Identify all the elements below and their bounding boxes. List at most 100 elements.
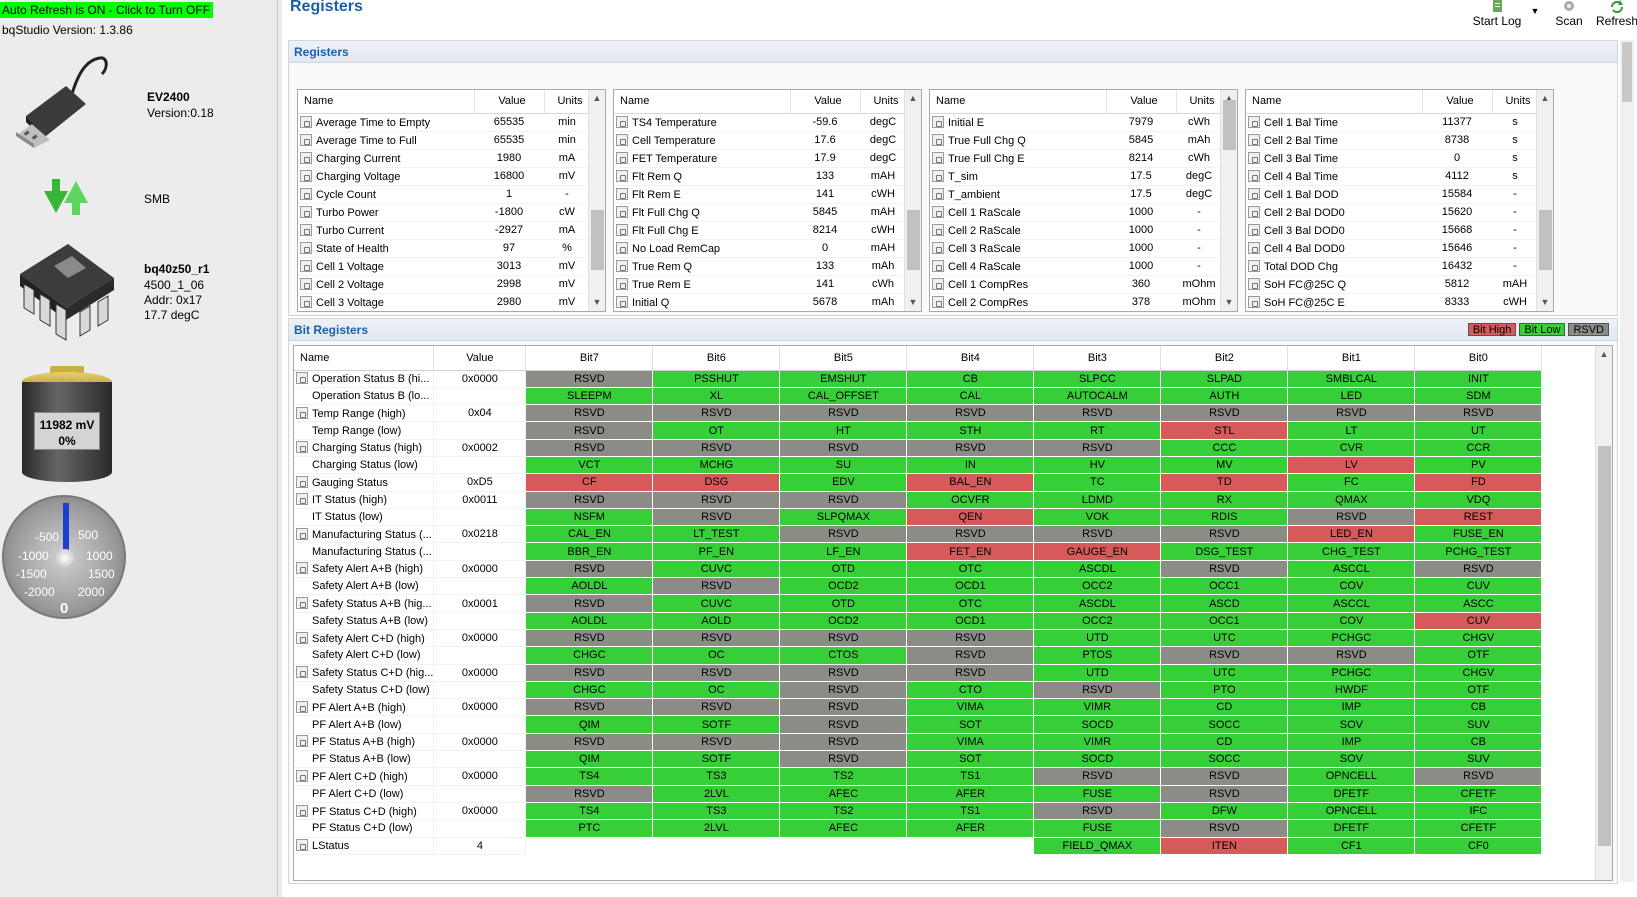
- lock-icon[interactable]: [1248, 295, 1260, 308]
- bit-cell[interactable]: DFW: [1160, 802, 1289, 821]
- bit-cell[interactable]: RSVD: [906, 525, 1035, 544]
- bit-cell[interactable]: RSVD: [1287, 646, 1416, 665]
- register-grid-scrollbar-thumb[interactable]: [907, 210, 920, 270]
- register-grid-scrollbar[interactable]: ▲ ▼: [1536, 90, 1553, 311]
- bit-cell[interactable]: IN: [906, 456, 1035, 475]
- lock-icon[interactable]: [932, 241, 944, 254]
- bit-cell[interactable]: XL: [652, 387, 781, 406]
- table-row[interactable]: IT Status (low) NSFM RSVD SLPQMAX QEN VOK RDIS…: [294, 508, 1543, 527]
- bit-cell[interactable]: DSG_TEST: [1160, 542, 1289, 561]
- bit-cell[interactable]: RSVD: [1033, 404, 1162, 423]
- bit-cell[interactable]: SMBLCAL: [1287, 370, 1416, 388]
- lock-icon[interactable]: [1248, 277, 1260, 290]
- table-row[interactable]: Total DOD Chg 16432-: [1246, 257, 1538, 276]
- bit-cell[interactable]: AFEC: [779, 785, 908, 803]
- bit-cell[interactable]: VIMA: [906, 698, 1035, 717]
- bit-cell[interactable]: OCD2: [779, 577, 908, 596]
- bit-cell[interactable]: RSVD: [906, 404, 1035, 423]
- register-grid-scrollbar-thumb[interactable]: [1539, 210, 1552, 270]
- bit-cell[interactable]: SLPAD: [1160, 370, 1289, 388]
- bit-cell[interactable]: RSVD: [652, 733, 781, 752]
- register-grid[interactable]: Name Value Units Cell 1 Bal Time 11377 s Cell …: [1245, 89, 1554, 312]
- table-row[interactable]: PF Status C+D (low) PTC 2LVL AFEC AFER FUSE RS…: [294, 819, 1543, 838]
- table-row[interactable]: Cell 2 Bal Time 8738 s: [1246, 131, 1538, 150]
- lock-icon[interactable]: [1248, 205, 1260, 218]
- bit-cell[interactable]: OTC: [906, 594, 1035, 613]
- bit-cell[interactable]: CD: [1160, 733, 1289, 752]
- bit-cell[interactable]: CCC: [1160, 439, 1289, 457]
- bit-cell[interactable]: RSVD: [525, 370, 654, 388]
- lock-icon[interactable]: [932, 259, 944, 272]
- bit-cell[interactable]: RSVD: [652, 629, 781, 648]
- bit-cell[interactable]: RSVD: [1033, 681, 1162, 700]
- bit-cell[interactable]: FIELD_QMAX: [1033, 837, 1162, 855]
- table-row[interactable]: True Rem Q 133 mAh: [614, 257, 906, 276]
- bit-cell[interactable]: PCHG_TEST: [1414, 542, 1543, 561]
- bit-cell[interactable]: FC: [1287, 473, 1416, 492]
- bit-cell[interactable]: RSVD: [779, 629, 908, 648]
- bit-cell[interactable]: RSVD: [779, 525, 908, 544]
- lock-icon[interactable]: [300, 223, 312, 236]
- table-row[interactable]: Charging Status (high) 0x0002 RSVD RSVD RSVD…: [294, 439, 1543, 457]
- bit-registers-scrollbar-thumb[interactable]: [1598, 446, 1611, 846]
- bit-cell[interactable]: RSVD: [1160, 404, 1289, 423]
- register-grid-scrollbar[interactable]: ▲ ▼: [588, 90, 605, 311]
- bit-cell[interactable]: ASCCL: [1287, 594, 1416, 613]
- bit-cell[interactable]: RSVD: [1160, 525, 1289, 544]
- bit-cell[interactable]: SUV: [1414, 715, 1543, 734]
- bit-cell[interactable]: CB: [1414, 698, 1543, 717]
- table-row[interactable]: Temp Range (high) 0x04 RSVD RSVD RSVD RSVD RSV…: [294, 404, 1543, 423]
- bit-cell[interactable]: UTD: [1033, 629, 1162, 648]
- bit-cell[interactable]: TS3: [652, 802, 781, 821]
- bit-cell[interactable]: RSVD: [779, 750, 908, 769]
- bit-cell[interactable]: RSVD: [779, 698, 908, 717]
- bit-cell[interactable]: SUV: [1414, 750, 1543, 769]
- refresh-button[interactable]: Refresh: [1592, 0, 1637, 28]
- bit-cell[interactable]: [652, 837, 781, 855]
- lock-icon[interactable]: [300, 205, 312, 218]
- scroll-up-icon[interactable]: ▲: [1224, 93, 1234, 103]
- bit-cell[interactable]: RSVD: [525, 404, 654, 423]
- bit-cell[interactable]: [906, 837, 1035, 855]
- bit-cell[interactable]: LV: [1287, 456, 1416, 475]
- bit-cell[interactable]: RSVD: [1287, 508, 1416, 527]
- bit-cell[interactable]: EDV: [779, 473, 908, 492]
- bit-cell[interactable]: SOT: [906, 750, 1035, 769]
- bit-cell[interactable]: QMAX: [1287, 491, 1416, 509]
- bit-cell[interactable]: OTF: [1414, 646, 1543, 665]
- bit-cell[interactable]: PSSHUT: [652, 370, 781, 388]
- lock-icon[interactable]: [296, 475, 308, 488]
- scroll-up-icon[interactable]: ▲: [908, 93, 918, 103]
- bit-cell[interactable]: RSVD: [1160, 767, 1289, 786]
- scroll-up-icon[interactable]: ▲: [592, 93, 602, 103]
- bit-cell[interactable]: VIMR: [1033, 733, 1162, 752]
- lock-icon[interactable]: [296, 666, 308, 679]
- register-grid-scrollbar-thumb[interactable]: [1223, 100, 1236, 150]
- table-row[interactable]: Cell 2 Voltage 2998 mV: [298, 275, 590, 294]
- bit-cell[interactable]: RSVD: [779, 733, 908, 752]
- table-row[interactable]: Safety Status A+B (hig... 0x0001 RSVD CUVC O…: [294, 594, 1543, 613]
- register-grid[interactable]: Name Value Units TS4 Temperature -59.6 degC Ce…: [613, 89, 922, 312]
- bit-cell[interactable]: 2LVL: [652, 785, 781, 803]
- bit-cell[interactable]: RSVD: [1287, 404, 1416, 423]
- bit-cell[interactable]: 2LVL: [652, 819, 781, 838]
- lock-icon[interactable]: [616, 133, 628, 146]
- bit-cell[interactable]: AOLDL: [525, 577, 654, 596]
- bit-cell[interactable]: ASCCL: [1287, 560, 1416, 579]
- bit-cell[interactable]: FUSE_EN: [1414, 525, 1543, 544]
- bit-cell[interactable]: MCHG: [652, 456, 781, 475]
- bit-cell[interactable]: VIMR: [1033, 698, 1162, 717]
- bit-cell[interactable]: CFETF: [1414, 785, 1543, 803]
- bit-cell[interactable]: PTO: [1160, 681, 1289, 700]
- bit-cell[interactable]: RSVD: [906, 646, 1035, 665]
- bit-cell[interactable]: RSVD: [525, 560, 654, 579]
- bit-cell[interactable]: RSVD: [1033, 802, 1162, 821]
- bit-cell[interactable]: CAL: [906, 387, 1035, 406]
- bit-cell[interactable]: GAUGE_EN: [1033, 542, 1162, 561]
- table-row[interactable]: State of Health 97%: [298, 239, 590, 258]
- table-row[interactable]: SoH FC@25C Q 5812 mAH: [1246, 275, 1538, 294]
- table-row[interactable]: True Full Chg Q 5845 mAh: [930, 131, 1222, 150]
- bit-cell[interactable]: OCD1: [906, 577, 1035, 596]
- bit-cell[interactable]: RSVD: [525, 629, 654, 648]
- bit-cell[interactable]: RSVD: [779, 715, 908, 734]
